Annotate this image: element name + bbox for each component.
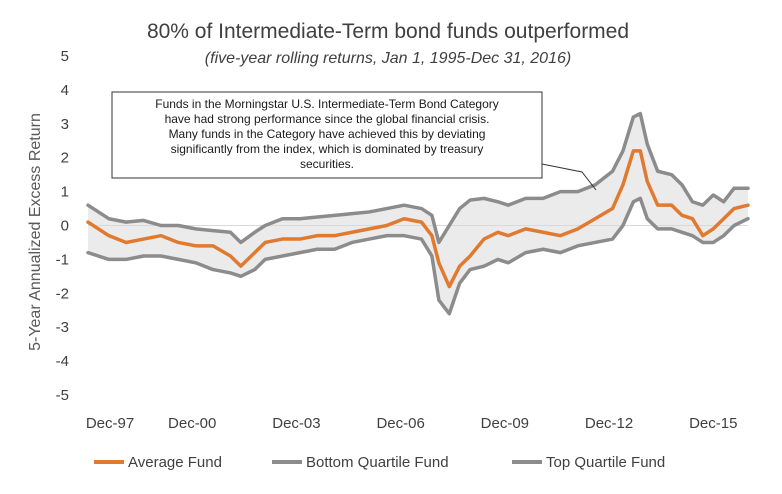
legend-label-top-quartile: Top Quartile Fund — [546, 454, 665, 471]
chart-title: 80% of Intermediate-Term bond funds outp… — [147, 20, 629, 43]
y-axis-ticks: 5 4 3 2 1 0 -1 -2 -3 -4 -5 — [56, 48, 69, 404]
series-line-bottom-quartile — [86, 196, 750, 316]
annotation-pointer — [541, 163, 597, 191]
x-tick-label: Dec-15 — [689, 415, 737, 432]
x-axis-ticks: Dec-97 Dec-00 Dec-03 Dec-06 Dec-09 Dec-12 Dec-… — [86, 415, 738, 432]
x-tick-label: Dec-06 — [376, 415, 424, 432]
y-tick-label: -4 — [56, 353, 69, 370]
y-tick-label: 1 — [61, 184, 69, 201]
x-tick-label: Dec-09 — [481, 415, 529, 432]
y-axis-label: 5-Year Annualized Excess Return — [27, 113, 44, 351]
y-tick-label: 2 — [61, 150, 69, 167]
x-tick-label: Dec-03 — [272, 415, 320, 432]
y-tick-label: -2 — [56, 285, 69, 302]
quartile-band — [88, 113, 748, 314]
annotation-line: significantly from the index, which is d… — [171, 142, 484, 156]
y-tick-label: 0 — [61, 218, 69, 235]
legend-label-bottom-quartile: Bottom Quartile Fund — [306, 454, 449, 471]
annotation-callout: Funds in the Morningstar U.S. Intermedia… — [111, 91, 597, 191]
annotation-line: securities. — [300, 157, 354, 171]
annotation-line: Funds in the Morningstar U.S. Intermedia… — [155, 97, 499, 111]
x-tick-label: Dec-12 — [585, 415, 633, 432]
annotation-line: Many funds in the Category have achieved… — [169, 127, 486, 141]
annotation-box — [111, 91, 543, 179]
y-tick-label: -1 — [56, 251, 69, 268]
y-tick-label: -5 — [56, 387, 69, 404]
y-tick-label: 4 — [61, 82, 69, 99]
y-tick-label: -3 — [56, 319, 69, 336]
series-line-top-quartile — [86, 111, 750, 245]
x-tick-label: Dec-00 — [168, 415, 216, 432]
annotation-line: have had strong performance since the gl… — [165, 112, 490, 126]
y-tick-label: 3 — [61, 116, 69, 133]
chart-subtitle: (five-year rolling returns, Jan 1, 1995-… — [205, 50, 571, 67]
x-tick-label: Dec-97 — [86, 415, 134, 432]
legend-label-average-fund: Average Fund — [128, 454, 222, 471]
legend: Average Fund Bottom Quartile Fund Top Qu… — [94, 454, 665, 471]
y-tick-label: 5 — [61, 48, 69, 65]
series-line-average-fund — [86, 149, 750, 289]
plot-area — [86, 111, 750, 316]
